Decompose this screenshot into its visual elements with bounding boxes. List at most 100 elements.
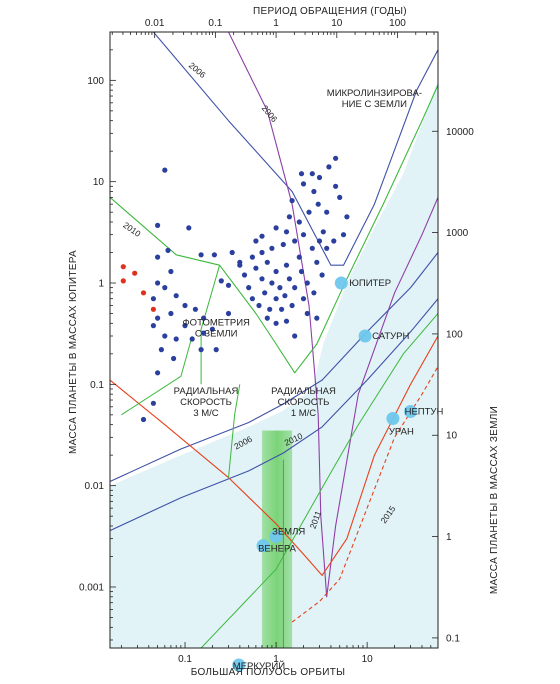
exoplanet-point (186, 225, 192, 231)
x2-tick-label: 100 (389, 18, 406, 29)
exoplanet-point (279, 306, 285, 312)
region-annotation: МИКРОЛИНЗИРОВА-НИЕ С ЗЕМЛИ (327, 88, 422, 110)
detection-zones (110, 80, 438, 648)
exoplanet-point (273, 296, 279, 302)
region-annotation-line: НИЕ С ЗЕМЛИ (342, 99, 407, 110)
region-annotation-line: РАДИАЛЬНАЯ (271, 386, 336, 397)
exoplanet-point (264, 315, 270, 321)
exoplanet-point (273, 225, 279, 231)
exoplanet-point (324, 245, 330, 251)
exoplanet-point (273, 320, 279, 326)
exoplanet-point (259, 249, 265, 256)
solar-planet-marker (358, 329, 372, 343)
microlensing-2006-curve (152, 32, 438, 266)
exoplanet-point (269, 280, 275, 286)
exoplanet-point (283, 229, 290, 235)
y-tick-label: 100 (87, 76, 104, 87)
exoplanet-point (283, 262, 290, 268)
exoplanet-point-photometry (132, 270, 138, 276)
rv-3ms-marker-edge (228, 384, 241, 478)
exoplanet-point (273, 268, 279, 275)
exoplanet-point (246, 285, 252, 291)
exoplanet-point-photometry (120, 264, 126, 270)
microlensing-2006-second-curve (228, 32, 438, 598)
solar-planet-marker (269, 530, 283, 543)
x-axis-title: БОЛЬШАЯ ПОЛУОСЬ ОРБИТЫ (191, 667, 346, 678)
exoplanet-point (259, 276, 265, 282)
region-annotation-line: С ЗЕМЛИ (195, 329, 238, 340)
exoplanet-point (319, 272, 325, 278)
x2-tick-label: 0.01 (145, 18, 165, 29)
exoplanet-point (304, 310, 310, 317)
detection-zone-fill (110, 80, 438, 648)
exoplanet-point (198, 252, 204, 258)
photometry-region-lower-edge (121, 335, 193, 416)
exoplanet-point (241, 272, 248, 278)
exoplanet-point (286, 276, 292, 282)
x-tick-label: 1 (273, 654, 279, 665)
exoplanet-point (286, 214, 292, 220)
exoplanet-point (314, 259, 320, 265)
solar-system-planets: ЮПИТЕР САТУРН УРАН НЕПТУН ЗЕМЛЯ ВЕНЕРА МЕРКУРИ… (232, 276, 444, 672)
exoplanet-point-photometry (150, 306, 156, 312)
exoplanet-point (282, 293, 288, 299)
exoplanet-point (277, 285, 283, 291)
solar-planet-label: ВЕНЕРА (258, 544, 297, 555)
exoplanet-point (162, 333, 168, 339)
exoplanet-point (337, 194, 343, 200)
exoplanet-point (155, 280, 161, 286)
exoplanet-point (253, 238, 259, 244)
y2-tick-label: 1 (446, 532, 452, 543)
exoplanet-point (249, 296, 255, 302)
exoplanet-point (140, 416, 147, 423)
exoplanet-point (155, 370, 161, 376)
region-annotation-line: МИКРОЛИНЗИРОВА- (327, 88, 422, 99)
y2-tick-label: 10000 (446, 127, 474, 138)
exoplanet-point (192, 306, 198, 312)
exoplanet-point-photometry (120, 278, 126, 284)
exoplanet-point (283, 318, 290, 324)
exoplanet-point (237, 262, 243, 268)
exoplanet-point (333, 183, 339, 189)
solar-planet-marker (334, 276, 348, 290)
exoplanet-point (292, 333, 298, 339)
exoplanet-point (218, 278, 224, 284)
year-label: 2006 (260, 103, 280, 124)
exoplanet-point (309, 171, 315, 177)
x2-axis-title: ПЕРИОД ОБРАЩЕНИЯ (ГОДЫ) (253, 6, 407, 17)
exoplanet-point (249, 254, 255, 260)
exoplanet-point (309, 245, 315, 251)
exoplanet-point (333, 155, 339, 161)
exoplanet-point (320, 229, 326, 235)
y-tick-label: 1 (98, 279, 104, 290)
exoplanet-point (189, 336, 195, 342)
region-annotation-line: РАДИАЛЬНАЯ (174, 386, 239, 397)
sensitivity-curves (110, 32, 438, 648)
y2-tick-label: 100 (446, 329, 463, 340)
exoplanet-point (229, 249, 235, 256)
region-annotation: ФОТОМЕТРИЯ С ЗЕМЛИ (182, 318, 250, 340)
exoplanet-point (182, 323, 188, 329)
x-tick-label: 0.1 (178, 654, 192, 665)
y-axis-title: МАССА ПЛАНЕТЫ В МАССАХ ЮПИТЕРА (68, 250, 79, 454)
exoplanet-point (182, 302, 188, 309)
exoplanet-point (150, 296, 156, 302)
y2-tick-label: 10 (446, 431, 458, 442)
exoplanet-point (331, 238, 337, 244)
exoplanet-point (311, 188, 317, 195)
exoplanet-point (262, 290, 268, 296)
solar-planet-marker (386, 412, 400, 425)
region-annotation-line: СКОРОСТЬ (180, 397, 232, 408)
exoplanet-point (150, 400, 156, 406)
exoplanet-point (201, 315, 207, 321)
x2-tick-label: 0.1 (208, 18, 222, 29)
solar-planet-label: НЕПТУН (405, 407, 444, 418)
solar-planet-label: САТУРН (372, 331, 409, 342)
exoplanet-point (211, 252, 217, 258)
x2-tick-label: 1 (273, 18, 279, 29)
solar-planet-label: МЕРКУРИЙ (233, 660, 285, 672)
exoplanet-point (292, 238, 298, 244)
exoplanet-point (267, 306, 273, 312)
exoplanet-point (225, 282, 232, 288)
